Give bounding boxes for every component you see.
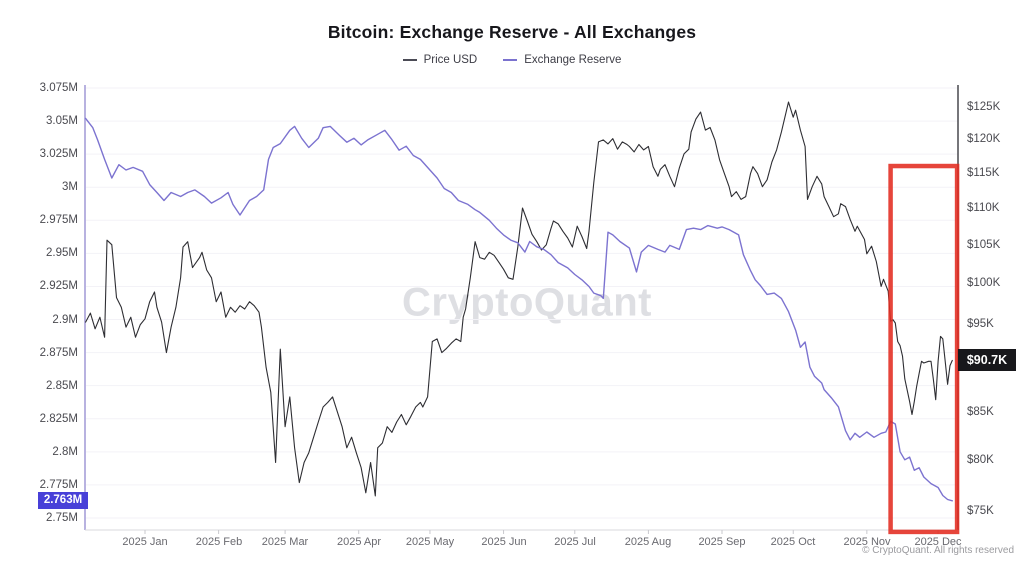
y-tick-left: 3.075M <box>39 82 78 94</box>
y-tick-left: 2.825M <box>39 413 78 425</box>
legend-item-exchange-reserve[interactable]: Exchange Reserve <box>503 54 621 66</box>
reserve-value-badge: 2.763M <box>38 492 88 509</box>
x-tick-label: 2025 Oct <box>770 536 816 548</box>
y-tick-right: $100K <box>967 277 1001 289</box>
x-tick-label: 2025 Nov <box>843 536 891 548</box>
legend-label-exchange-reserve: Exchange Reserve <box>524 54 622 66</box>
x-tick-label: 2025 Aug <box>624 536 672 548</box>
price-usd-line <box>85 101 953 497</box>
y-tick-left: 2.95M <box>46 247 78 259</box>
y-tick-right: $85K <box>967 406 994 418</box>
x-tick-label: 2025 May <box>405 536 455 548</box>
legend-label-price-usd: Price USD <box>423 54 478 66</box>
y-tick-right: $115K <box>967 167 1000 179</box>
x-tick-label: 2025 Jul <box>554 536 596 548</box>
y-tick-left: 2.775M <box>39 479 78 491</box>
y-tick-right: $120K <box>967 133 1001 145</box>
highlight-box <box>888 163 960 535</box>
copyright-notice: © CryptoQuant. All rights reserved <box>862 545 1014 556</box>
chart-title: Bitcoin: Exchange Reserve - All Exchange… <box>327 22 697 42</box>
y-tick-right: $75K <box>967 505 994 517</box>
x-tick-label: 2025 Jan <box>122 536 168 548</box>
exchange-reserve-line-swatch <box>503 59 518 61</box>
price-value-badge: $90.7K <box>958 349 1016 371</box>
y-tick-right: $105K <box>967 239 1001 251</box>
y-tick-right: $125K <box>967 101 1001 113</box>
legend-item-price-usd[interactable]: Price USD <box>402 54 478 66</box>
y-tick-right: $95K <box>967 318 994 330</box>
price-usd-line-swatch <box>402 59 417 61</box>
x-tick-label: 2025 Apr <box>336 536 382 548</box>
y-tick-left: 3.05M <box>46 115 78 127</box>
y-tick-left: 2.9M <box>52 314 78 326</box>
y-tick-right: $80K <box>967 454 994 466</box>
y-tick-left: 2.975M <box>39 214 78 226</box>
y-tick-right: $110K <box>967 202 1000 214</box>
y-tick-left: 2.875M <box>39 347 78 359</box>
x-tick-label: 2025 Dec <box>914 536 962 548</box>
y-tick-left: 2.925M <box>39 280 78 292</box>
y-tick-left: 2.75M <box>46 512 78 524</box>
y-tick-left: 2.8M <box>52 446 78 458</box>
x-tick-label: 2025 Sep <box>698 536 746 548</box>
y-tick-left: 3.025M <box>39 148 78 160</box>
x-tick-label: 2025 Mar <box>261 536 309 548</box>
y-tick-left: 3M <box>62 181 78 193</box>
x-tick-label: 2025 Jun <box>481 536 527 548</box>
exchange-reserve-line <box>84 117 953 502</box>
x-tick-label: 2025 Feb <box>195 536 243 548</box>
cryptoquant-watermark: CryptoQuant <box>402 280 652 325</box>
chart-legend: Price USD Exchange Reserve <box>0 54 1024 66</box>
y-tick-left: 2.85M <box>46 380 78 392</box>
